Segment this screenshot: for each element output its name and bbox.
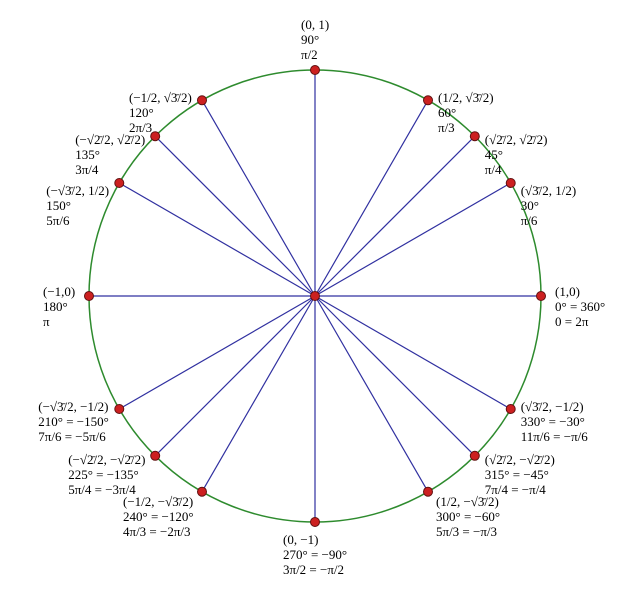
angle-label-240: (−1/2, −√3̄/2) 240° = −120° 4π/3 = −2π/3 [123, 494, 194, 539]
angle-label-135: (−√2̄/2, √2̄/2) 135° 3π/4 [75, 132, 145, 177]
angle-label-60: (1/2, √3̄/2) 60° π/3 [438, 90, 494, 135]
angle-label-315: (√2̄/2, −√2̄/2) 315° = −45° 7π/4 = −π/4 [485, 452, 555, 497]
angle-label-210: (−√3̄/2, −1/2) 210° = −150° 7π/6 = −5π/6 [38, 399, 109, 444]
angle-label-120: (−1/2, √3̄/2) 120° 2π/3 [129, 90, 192, 135]
angle-label-30: (√3̄/2, 1/2) 30° π/6 [521, 183, 577, 228]
angle-label-180: (−1,0) 180° π [43, 284, 75, 329]
unit-circle-diagram: (0, 1) 90° π/2(1/2, √3̄/2) 60° π/3(√2̄/2… [0, 0, 640, 608]
angle-label-0: (1,0) 0° = 360° 0 = 2π [555, 284, 605, 329]
angle-label-225: (−√2̄/2, −√2̄/2) 225° = −135° 5π/4 = −3π… [68, 452, 145, 497]
unit-circle-svg [0, 0, 640, 608]
angle-label-270: (0, −1) 270° = −90° 3π/2 = −π/2 [283, 532, 347, 577]
angle-label-150: (−√3̄/2, 1/2) 150° 5π/6 [46, 183, 109, 228]
angle-label-330: (√3̄/2, −1/2) 330° = −30° 11π/6 = −π/6 [521, 399, 588, 444]
angle-label-300: (1/2, −√3̄/2) 300° = −60° 5π/3 = −π/3 [436, 494, 500, 539]
angle-label-45: (√2̄/2, √2̄/2) 45° π/4 [485, 132, 548, 177]
angle-label-90: (0, 1) 90° π/2 [301, 17, 329, 62]
